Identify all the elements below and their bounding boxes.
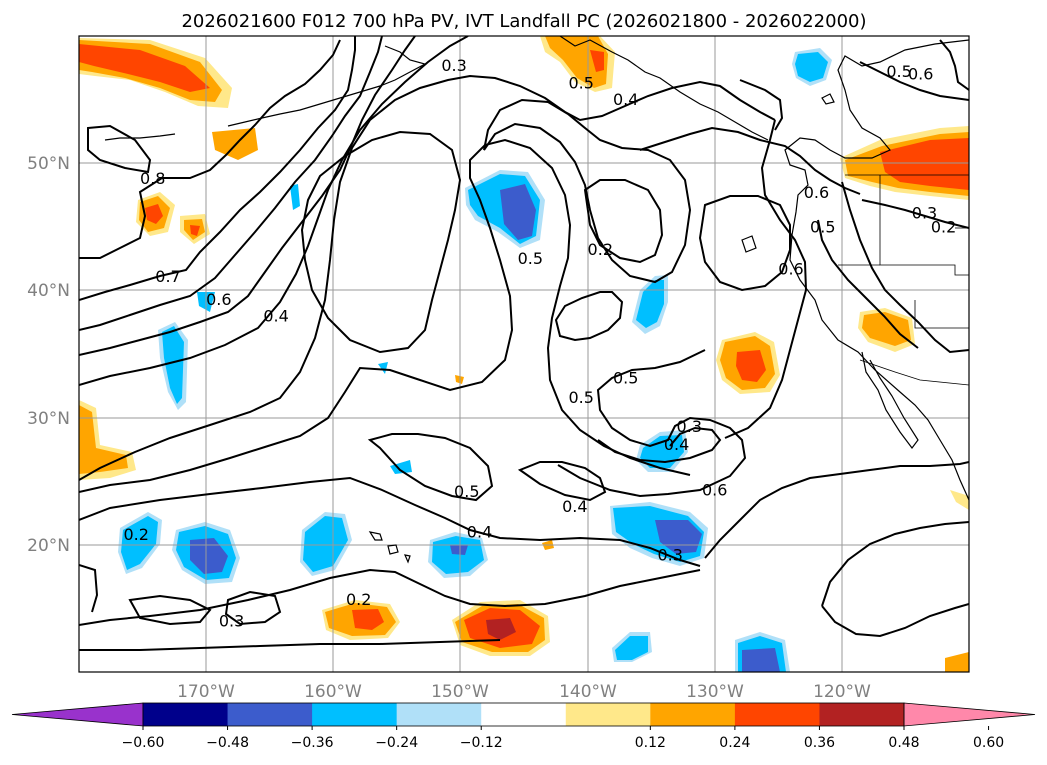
contour-label: 0.5 — [568, 388, 593, 407]
colorbar-segment — [396, 703, 482, 726]
colorbar-tick-label: −0.60 — [122, 735, 165, 751]
contour-label: 0.3 — [677, 417, 702, 436]
contour-label: 0.4 — [467, 523, 492, 542]
colorbar-extend-max — [903, 702, 1036, 727]
colorbar-tick-label: 0.36 — [804, 735, 835, 751]
contour-label: 0.6 — [908, 65, 933, 84]
colorbar-tick-label: −0.36 — [291, 735, 334, 751]
lon-tick-label: 130°W — [686, 682, 744, 702]
contour-label: 0.4 — [613, 90, 638, 109]
coastlines — [104, 36, 969, 564]
contour-label: 0.5 — [810, 217, 835, 236]
colorbar-tick-label: 0.24 — [719, 735, 750, 751]
contour-label: 0.5 — [886, 62, 911, 81]
contour-label: 0.5 — [568, 74, 593, 93]
contour-label: 0.6 — [206, 290, 231, 309]
colorbar-tick-label: −0.24 — [375, 735, 418, 751]
contour-label: 0.3 — [657, 546, 682, 565]
colorbar-frame — [142, 702, 905, 727]
contour-label: 0.6 — [702, 481, 727, 500]
contour-label: 0.5 — [518, 249, 543, 268]
lat-tick-label: 20°N — [27, 536, 70, 556]
map-content: 0.80.70.60.40.30.50.40.5 0.20.60.60.50.50… — [79, 36, 969, 672]
map-frame — [78, 35, 970, 673]
contour-label: 0.2 — [588, 240, 613, 259]
lon-tick-label: 160°W — [304, 682, 362, 702]
colorbar-extend-min — [11, 702, 144, 727]
colorbar-segment — [227, 703, 313, 726]
contour-label: 0.4 — [562, 497, 587, 516]
colorbar-segment — [565, 703, 651, 726]
contour-label: 0.3 — [219, 612, 244, 631]
contour-label: 0.3 — [441, 56, 466, 75]
contour-labels: 0.80.70.60.40.30.50.40.5 0.20.60.60.50.50… — [123, 56, 956, 631]
lon-tick-label: 150°W — [431, 682, 489, 702]
colorbar-segment — [819, 703, 905, 726]
contour-label: 0.4 — [664, 435, 689, 454]
colorbar-segment — [734, 703, 820, 726]
contour-label: 0.8 — [140, 169, 165, 188]
pv-contours — [79, 36, 969, 651]
colorbar-segment — [481, 703, 567, 726]
contour-label: 0.7 — [155, 267, 180, 286]
colorbar-segment — [312, 703, 398, 726]
contour-label: 0.2 — [346, 590, 371, 609]
colorbar-segment — [143, 703, 229, 726]
colorbar-tick-label: −0.12 — [460, 735, 503, 751]
colorbar-tick-label: −0.48 — [206, 735, 249, 751]
lon-tick-label: 170°W — [177, 682, 235, 702]
colorbar-tick-label: 0.48 — [888, 735, 919, 751]
contour-label: 0.3 — [912, 203, 937, 222]
contour-label: 0.6 — [804, 183, 829, 202]
colorbar-tick-label: 0.60 — [973, 735, 1004, 751]
figure-title: 2026021600 F012 700 hPa PV, IVT Landfall… — [181, 11, 866, 32]
lon-tick-label: 140°W — [559, 682, 617, 702]
gridlines — [79, 36, 969, 672]
longitude-tick-labels: 170°W 160°W 150°W 140°W 130°W 120°W — [177, 682, 871, 702]
lon-tick-label: 120°W — [813, 682, 871, 702]
colorbar: −0.60 −0.48 −0.36 −0.24 −0.12 0.12 0.24 0.36 0.4… — [11, 702, 1036, 751]
lat-tick-label: 30°N — [27, 409, 70, 429]
contour-label: 0.4 — [263, 306, 288, 325]
lat-tick-label: 40°N — [27, 281, 70, 301]
contour-label: 0.2 — [123, 525, 148, 544]
colorbar-tick-label: 0.12 — [635, 735, 666, 751]
latitude-tick-labels: 50°N 40°N 30°N 20°N — [27, 154, 70, 556]
contour-label: 0.6 — [778, 259, 803, 278]
contour-label: 0.5 — [613, 369, 638, 388]
colorbar-segment — [650, 703, 736, 726]
contour-label: 0.5 — [454, 482, 479, 501]
contour-label: 0.2 — [931, 217, 956, 236]
lat-tick-label: 50°N — [27, 154, 70, 174]
